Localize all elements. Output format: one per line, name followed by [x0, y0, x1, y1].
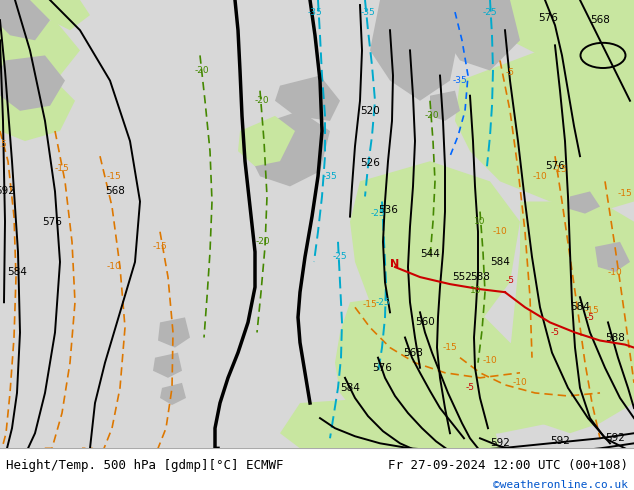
Text: 588: 588: [470, 272, 490, 282]
Text: 552: 552: [452, 272, 472, 282]
Polygon shape: [568, 192, 600, 214]
Text: 584: 584: [340, 383, 360, 393]
Polygon shape: [595, 242, 630, 272]
Text: 544: 544: [420, 249, 440, 259]
Text: 568: 568: [403, 347, 423, 358]
Text: -5: -5: [586, 313, 595, 322]
Text: -5: -5: [465, 383, 474, 392]
Polygon shape: [430, 91, 460, 121]
Polygon shape: [153, 353, 182, 378]
Polygon shape: [238, 116, 295, 166]
Text: -20: -20: [195, 66, 209, 75]
Text: -5: -5: [505, 275, 515, 285]
Text: Height/Temp. 500 hPa [gdmp][°C] ECMWF: Height/Temp. 500 hPa [gdmp][°C] ECMWF: [6, 459, 284, 471]
Polygon shape: [350, 161, 520, 343]
Text: -35: -35: [453, 76, 467, 85]
Text: ©weatheronline.co.uk: ©weatheronline.co.uk: [493, 480, 628, 490]
Text: -35: -35: [323, 172, 337, 181]
Text: -5: -5: [550, 328, 559, 337]
Polygon shape: [250, 111, 330, 186]
Text: 592: 592: [605, 433, 625, 443]
Text: -15: -15: [618, 189, 632, 198]
Text: -10: -10: [513, 378, 527, 388]
Text: -15: -15: [107, 172, 121, 181]
Polygon shape: [0, 55, 65, 111]
Text: N: N: [391, 259, 399, 269]
Text: -15: -15: [585, 306, 599, 315]
Text: -10: -10: [493, 227, 507, 236]
Text: Fr 27-09-2024 12:00 UTC (00+108): Fr 27-09-2024 12:00 UTC (00+108): [387, 459, 628, 471]
Text: 560: 560: [415, 318, 435, 327]
Text: -10: -10: [482, 356, 498, 365]
Text: 592: 592: [490, 439, 510, 448]
Text: -15: -15: [153, 243, 167, 251]
Text: -10: -10: [607, 268, 623, 276]
Text: -10: -10: [533, 172, 547, 181]
Text: -25: -25: [482, 7, 497, 17]
Text: 584: 584: [570, 302, 590, 312]
Text: 576: 576: [538, 13, 558, 23]
Polygon shape: [275, 75, 340, 121]
Polygon shape: [370, 0, 460, 101]
Text: 592: 592: [550, 436, 570, 446]
Text: -25: -25: [371, 209, 385, 218]
Text: 576: 576: [545, 161, 565, 171]
Text: 588: 588: [605, 333, 625, 343]
Text: -15: -15: [553, 165, 567, 174]
Text: -25: -25: [376, 298, 391, 307]
Text: -20: -20: [425, 111, 439, 121]
Text: -25: -25: [333, 252, 347, 262]
Text: 568: 568: [590, 15, 610, 25]
Text: 584: 584: [7, 267, 27, 277]
Text: 568: 568: [105, 186, 125, 196]
Text: 10: 10: [474, 217, 486, 226]
Text: -15: -15: [55, 164, 69, 173]
Text: -5: -5: [505, 68, 515, 77]
Polygon shape: [510, 201, 634, 433]
Polygon shape: [280, 393, 500, 448]
Polygon shape: [160, 383, 186, 405]
Text: 520: 520: [360, 106, 380, 116]
Text: 10: 10: [470, 286, 482, 294]
Text: 576: 576: [372, 363, 392, 373]
Polygon shape: [0, 20, 80, 80]
Polygon shape: [490, 0, 634, 101]
Polygon shape: [430, 0, 520, 71]
Text: -15: -15: [0, 140, 8, 148]
Polygon shape: [335, 292, 560, 438]
Polygon shape: [0, 0, 634, 448]
Polygon shape: [0, 0, 90, 30]
Polygon shape: [455, 50, 634, 212]
Text: -15: -15: [363, 300, 377, 309]
Text: -35: -35: [361, 7, 375, 17]
Text: 584: 584: [490, 257, 510, 267]
Text: 536: 536: [378, 204, 398, 215]
Polygon shape: [0, 75, 75, 141]
Text: -20: -20: [255, 96, 269, 105]
Text: -35: -35: [307, 7, 322, 17]
Text: 576: 576: [42, 217, 62, 227]
Text: 526: 526: [360, 158, 380, 168]
Text: -20: -20: [256, 237, 270, 246]
Text: -10: -10: [107, 263, 121, 271]
Text: 592: 592: [0, 186, 15, 196]
Text: -15: -15: [443, 343, 457, 352]
Polygon shape: [0, 0, 50, 40]
Polygon shape: [158, 318, 190, 347]
